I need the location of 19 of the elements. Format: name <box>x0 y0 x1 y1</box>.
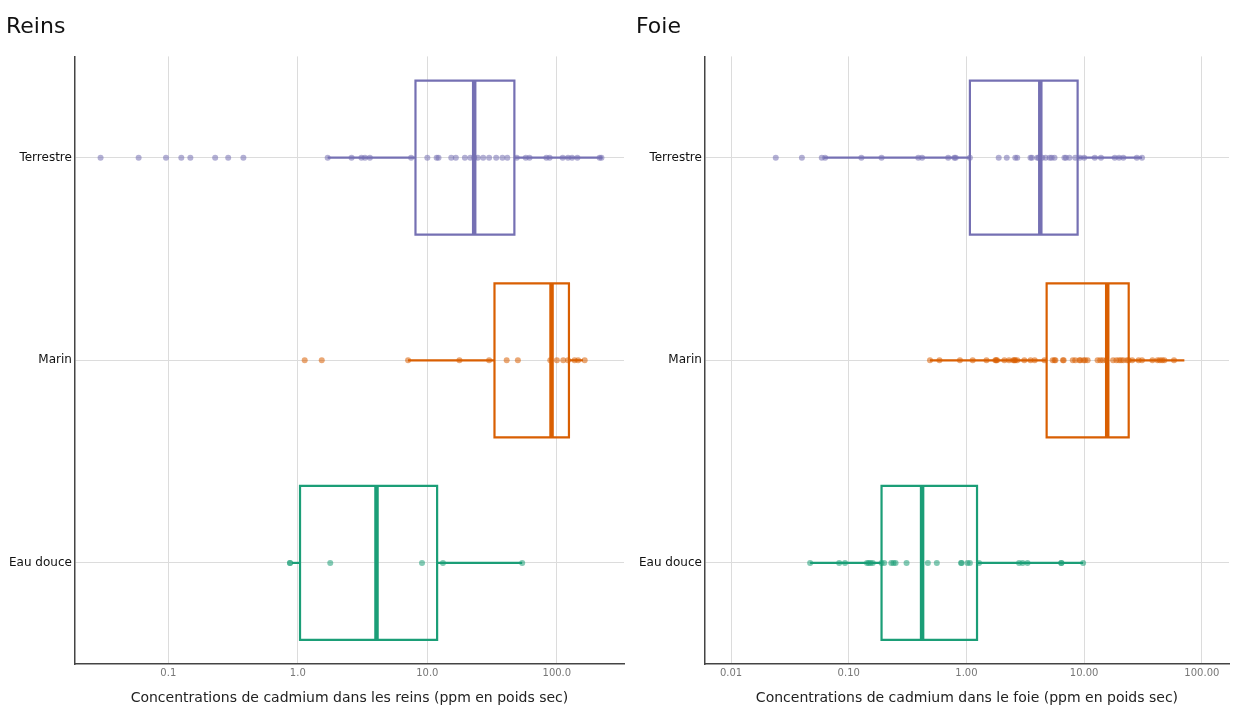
x-tick-label: 100.0 <box>542 666 572 678</box>
x-tick-label: 0.10 <box>837 666 860 678</box>
x-tick-label: 0.01 <box>719 666 743 678</box>
y-tick-label: Marin <box>668 352 702 367</box>
y-tick-label: Eau douce <box>638 555 702 570</box>
x-tick-label: 1.00 <box>955 666 978 678</box>
x-tick-label: 10.00 <box>1069 666 1099 678</box>
chart-title: Foie <box>636 12 681 38</box>
x-tick-label: 10.0 <box>416 666 439 678</box>
x-tick-label: 0.1 <box>160 666 177 678</box>
y-tick-label: Terrestre <box>648 149 702 164</box>
x-axis-title: Concentrations de cadmium dans les reins (ppm en poids sec) <box>130 689 569 706</box>
x-axis-title: Concentrations de cadmium dans le foie (ppm en poids sec) <box>755 689 1179 706</box>
x-tick-label: 1.0 <box>289 666 306 678</box>
x-tick-label: 100.00 <box>1184 666 1220 678</box>
y-tick-label: Eau douce <box>8 555 72 570</box>
y-tick-label: Marin <box>38 352 72 367</box>
chart-title: Reins <box>6 12 66 38</box>
y-tick-label: Terrestre <box>18 149 72 164</box>
